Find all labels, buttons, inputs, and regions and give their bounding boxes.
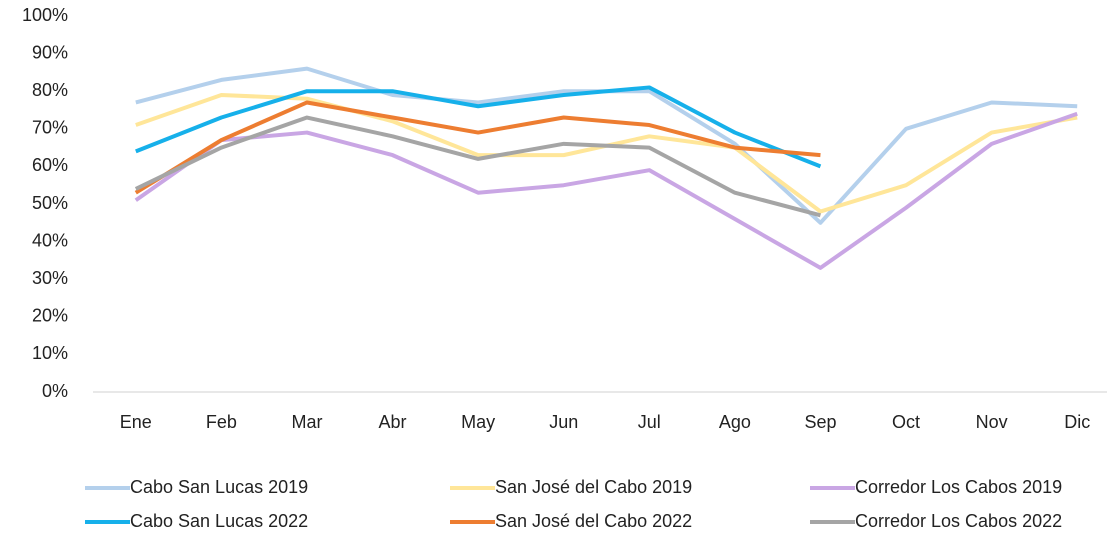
y-tick-label: 50% (32, 193, 68, 213)
x-tick-label: Ene (120, 412, 152, 432)
legend-label: Cabo San Lucas 2022 (130, 511, 308, 531)
y-tick-label: 80% (32, 80, 68, 100)
x-tick-label: Abr (379, 412, 407, 432)
legend-label: Corredor Los Cabos 2019 (855, 477, 1062, 497)
series-line (134, 115, 821, 218)
y-tick-label: 0% (42, 381, 68, 401)
x-tick-label: Feb (206, 412, 237, 432)
y-tick-label: 100% (22, 5, 68, 25)
y-tick-label: 40% (32, 230, 68, 250)
legend-label: Corredor Los Cabos 2022 (855, 511, 1062, 531)
series-line (135, 85, 822, 169)
y-tick-label: 20% (32, 306, 68, 326)
y-tick-label: 90% (32, 42, 68, 62)
x-tick-label: Oct (892, 412, 920, 432)
x-tick-label: Mar (291, 412, 322, 432)
x-tick-label: Ago (719, 412, 751, 432)
legend-label: Cabo San Lucas 2019 (130, 477, 308, 497)
legend-label: San José del Cabo 2022 (495, 511, 692, 531)
y-tick-label: 10% (32, 343, 68, 363)
x-tick-label: May (461, 412, 495, 432)
x-tick-label: Jul (638, 412, 661, 432)
x-tick-label: Jun (549, 412, 578, 432)
x-tick-label: Dic (1064, 412, 1090, 432)
y-tick-label: 30% (32, 268, 68, 288)
x-tick-label: Sep (804, 412, 836, 432)
x-tick-label: Nov (976, 412, 1008, 432)
series-line (134, 100, 821, 195)
y-tick-label: 70% (32, 118, 68, 138)
legend-label: San José del Cabo 2019 (495, 477, 692, 497)
y-tick-label: 60% (32, 155, 68, 175)
series-line (135, 92, 1078, 214)
series-line (134, 111, 1078, 270)
